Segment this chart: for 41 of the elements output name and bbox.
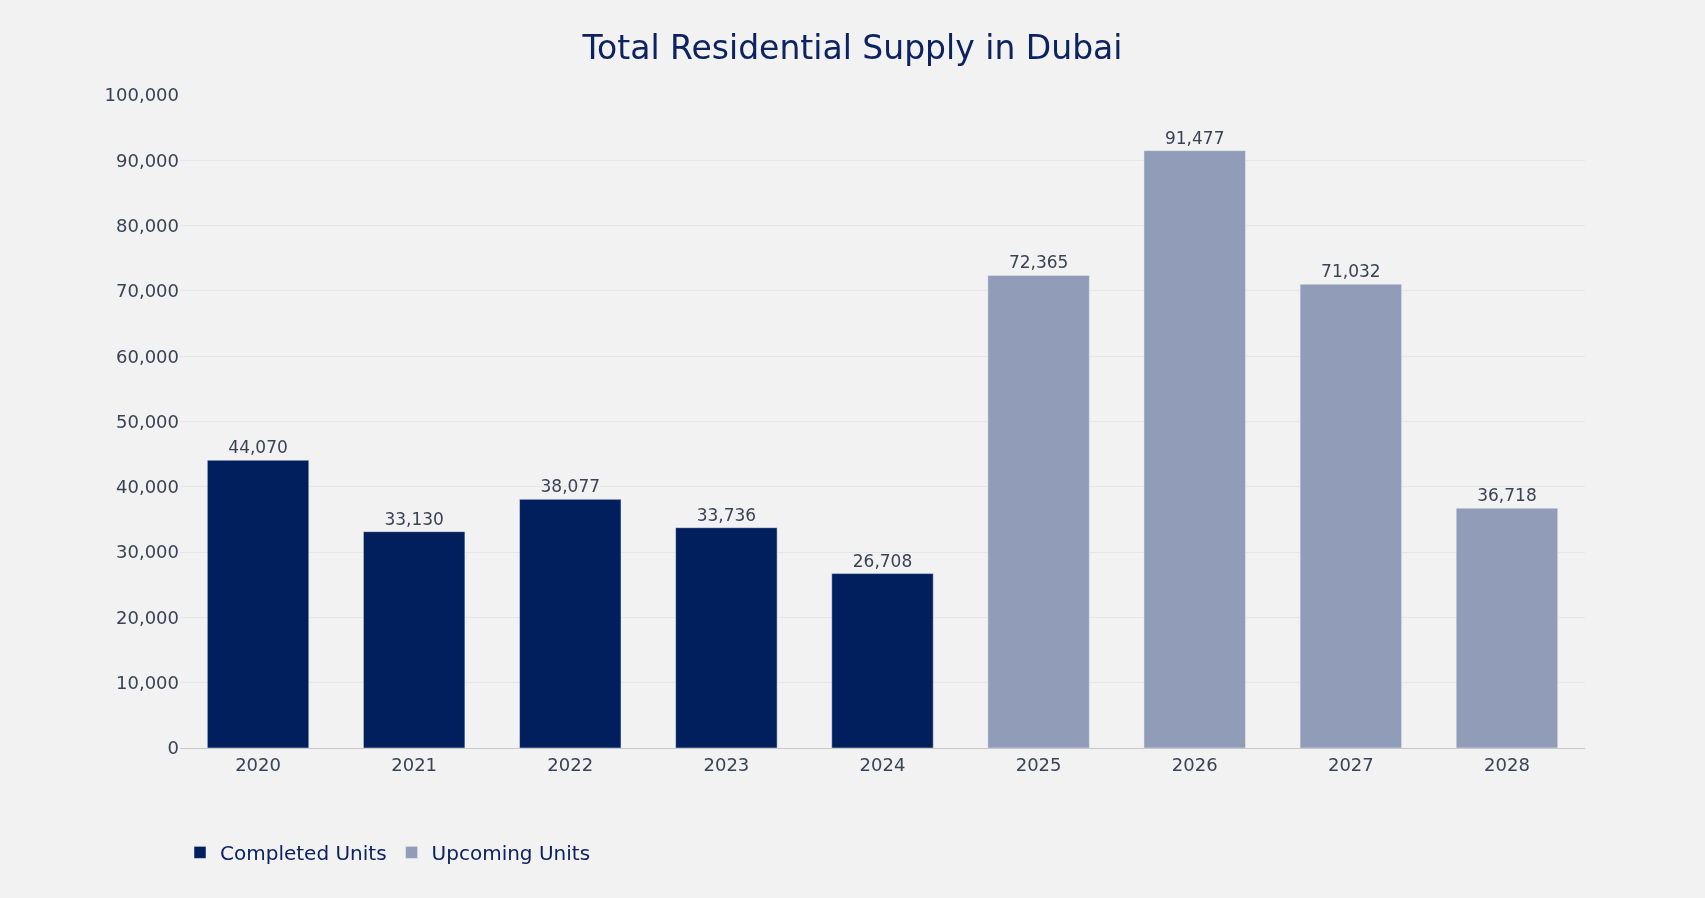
bar: [363, 531, 466, 748]
y-tick-label: 40,000: [116, 476, 179, 498]
x-tick-label: 2028: [1484, 753, 1530, 775]
y-tick-label: 30,000: [116, 541, 179, 563]
data-label: 33,130: [384, 508, 444, 529]
data-label: 26,708: [852, 550, 913, 571]
y-tick-label: 20,000: [116, 606, 179, 628]
data-label: 72,365: [1008, 252, 1069, 273]
data-label: 71,032: [1321, 261, 1381, 282]
x-tick-label: 2021: [391, 753, 438, 775]
bar: [1455, 507, 1558, 748]
x-tick-label: 2026: [1171, 753, 1218, 775]
x-tick-label: 2027: [1327, 753, 1374, 775]
bar: [987, 275, 1090, 748]
x-tick-label: 2024: [859, 753, 906, 775]
y-tick-label: 90,000: [116, 149, 179, 171]
bar: [1299, 283, 1402, 748]
y-tick-label: 50,000: [116, 410, 179, 432]
x-tick-label: 2022: [547, 753, 594, 775]
legend-label: Completed Units: [220, 841, 387, 866]
y-tick-label: 70,000: [116, 280, 179, 302]
x-tick-label: 2023: [703, 753, 750, 775]
y-tick-label: 60,000: [116, 345, 179, 367]
bar: [207, 459, 310, 748]
data-label: 38,077: [540, 476, 601, 497]
x-tick-label: 2020: [235, 753, 281, 775]
bar: [1143, 150, 1246, 748]
data-label: 91,477: [1164, 127, 1225, 148]
y-tick-label: 100,000: [104, 84, 179, 106]
data-label: 44,070: [228, 437, 288, 458]
x-tick-label: 2025: [1015, 753, 1062, 775]
y-tick-label: 80,000: [116, 214, 179, 236]
legend-label: Upcoming Units: [431, 841, 591, 866]
data-label: 33,736: [696, 504, 757, 525]
bar: [675, 527, 778, 748]
chart-title: Total Residential Supply in Dubai: [581, 28, 1123, 68]
y-tick-label: 0: [167, 737, 179, 759]
data-label: 36,718: [1477, 485, 1537, 506]
y-tick-label: 10,000: [116, 672, 179, 693]
bar: [831, 573, 934, 748]
bar: [519, 499, 622, 748]
